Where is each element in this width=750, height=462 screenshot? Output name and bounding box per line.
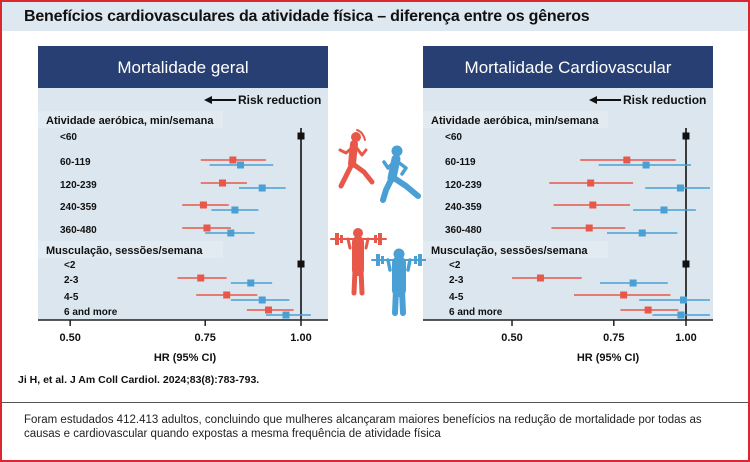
- male-hr-marker: [227, 229, 235, 237]
- female-hr-marker: [199, 201, 207, 209]
- x-tick-label: 0.50: [501, 332, 522, 344]
- male-hr-marker: [679, 296, 687, 304]
- panel-mortalidade-geral: Mortalidade geral Risk reduction Atividade…: [38, 46, 328, 371]
- panel-title: Mortalidade Cardiovascular: [465, 58, 672, 77]
- row-label: <2: [64, 260, 76, 271]
- group-header-band: [38, 111, 223, 128]
- female-hr-marker: [229, 156, 237, 164]
- male-hr-marker: [258, 184, 266, 192]
- figure-title: Benefícios cardiovasculares da atividade…: [24, 8, 590, 25]
- group-label: Musculação, sessões/semana: [431, 245, 588, 257]
- x-tick-label: 0.75: [194, 332, 215, 344]
- x-tick-label: 0.75: [603, 332, 624, 344]
- summary-text: Foram estudados 412.413 adultos, conclui…: [24, 414, 702, 440]
- group-header-band: [423, 111, 608, 128]
- row-label: 120-239: [60, 180, 97, 191]
- panel-mortalidade-cardiovascular: Mortalidade Cardiovascular Risk reduction…: [423, 46, 713, 371]
- risk-reduction-label: Risk reduction: [623, 93, 706, 107]
- row-label: 120-239: [445, 180, 482, 191]
- x-tick-label: 1.00: [675, 332, 696, 344]
- row-label: 2-3: [64, 275, 79, 286]
- panel-title: Mortalidade geral: [117, 58, 248, 77]
- female-hr-marker: [589, 201, 597, 209]
- group-header-band: [423, 241, 608, 258]
- reference-marker: [682, 132, 690, 140]
- group-header-band: [38, 241, 223, 258]
- reference-marker: [297, 260, 305, 268]
- group-label: Atividade aeróbica, min/semana: [46, 115, 214, 127]
- panel-header: [38, 46, 328, 88]
- forest-plot-general: Mortalidade geral Risk reduction Atividade…: [38, 46, 328, 364]
- row-label: 4-5: [64, 292, 79, 303]
- row-label: 360-480: [445, 225, 482, 236]
- reference-marker: [682, 260, 690, 268]
- row-label: 360-480: [60, 225, 97, 236]
- female-hr-marker: [203, 224, 211, 232]
- female-hr-marker: [219, 179, 227, 187]
- female-weightlifter-icon: [330, 228, 387, 296]
- male-hr-marker: [247, 279, 255, 287]
- male-hr-marker: [677, 311, 685, 319]
- row-label: 2-3: [449, 275, 464, 286]
- risk-reduction-label: Risk reduction: [238, 93, 321, 107]
- male-hr-marker: [629, 279, 637, 287]
- x-tick-label: 0.50: [59, 332, 80, 344]
- male-hr-marker: [676, 184, 684, 192]
- row-label: 4-5: [449, 292, 464, 303]
- male-weightlifter-icon: [371, 248, 426, 316]
- male-hr-marker: [237, 161, 245, 169]
- male-hr-marker: [282, 311, 290, 319]
- row-label: 6 and more: [449, 307, 503, 318]
- group-label: Musculação, sessões/semana: [46, 245, 203, 257]
- x-axis-label: HR (95% CI): [154, 352, 217, 364]
- male-hr-marker: [660, 206, 668, 214]
- female-runner-icon: [338, 129, 375, 189]
- row-label: <60: [445, 132, 462, 143]
- female-hr-marker: [620, 291, 628, 299]
- male-hr-marker: [638, 229, 646, 237]
- male-hr-marker: [258, 296, 266, 304]
- x-axis-label: HR (95% CI): [577, 352, 640, 364]
- row-label: 60-119: [445, 157, 476, 168]
- forest-plot-cardiovascular: Mortalidade Cardiovascular Risk reduction…: [423, 46, 713, 364]
- row-label: 240-359: [60, 202, 97, 213]
- arrow-head-icon: [589, 96, 597, 104]
- row-label: 240-359: [445, 202, 482, 213]
- male-hr-marker: [231, 206, 239, 214]
- figures-illustration: [330, 129, 426, 316]
- arrow-head-icon: [204, 96, 212, 104]
- female-hr-marker: [585, 224, 593, 232]
- row-label: 6 and more: [64, 307, 118, 318]
- male-runner-icon: [380, 145, 421, 203]
- female-hr-marker: [587, 179, 595, 187]
- title-bar: [2, 2, 748, 31]
- divider: [2, 402, 748, 403]
- row-label: <2: [449, 260, 461, 271]
- female-hr-marker: [644, 306, 652, 314]
- group-label: Atividade aeróbica, min/semana: [431, 115, 599, 127]
- male-hr-marker: [642, 161, 650, 169]
- female-hr-marker: [536, 274, 544, 282]
- row-label: 60-119: [60, 157, 91, 168]
- female-hr-marker: [264, 306, 272, 314]
- row-label: <60: [60, 132, 77, 143]
- citation: Ji H, et al. J Am Coll Cardiol. 2024;83(…: [18, 374, 260, 386]
- female-hr-marker: [623, 156, 631, 164]
- reference-marker: [297, 132, 305, 140]
- female-hr-marker: [223, 291, 231, 299]
- female-hr-marker: [197, 274, 205, 282]
- panel-header: [423, 46, 713, 88]
- x-tick-label: 1.00: [290, 332, 311, 344]
